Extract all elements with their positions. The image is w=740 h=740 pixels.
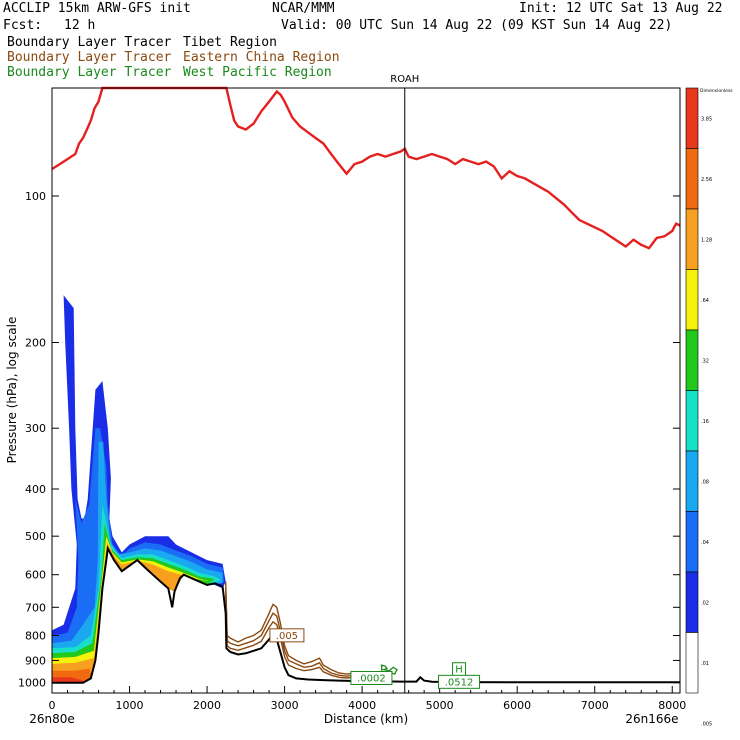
y-tick-label: 800 (25, 630, 46, 643)
center-label: NCAR/MMM (272, 1, 335, 16)
station-label: ROAH (390, 74, 419, 85)
tracer-band-8 (52, 677, 83, 683)
contour-label: .0002 (357, 673, 386, 684)
eastern-china-contour-2 (225, 594, 363, 679)
y-tick-label: 200 (25, 336, 46, 349)
colorbar-level-label: .01 (701, 661, 709, 667)
eastern-china-contours (225, 581, 378, 679)
plot-frame (51, 87, 681, 694)
y-axis-label: Pressure (hPa), log scale (5, 317, 19, 464)
tropopause-line (51, 86, 681, 250)
y-tick-label: 500 (25, 530, 46, 543)
y-tick-label: 600 (25, 569, 46, 582)
left-endpoint: 26n80e (29, 712, 75, 726)
colorbar-swatch-2 (685, 208, 699, 270)
right-endpoint: 26n166e (625, 712, 678, 726)
colorbar-swatch-6 (685, 450, 699, 512)
y-tick-label: 300 (25, 422, 46, 435)
colorbar-swatch-1 (685, 148, 699, 210)
x-tick-label: 3000 (271, 699, 299, 712)
contour-label-box (438, 674, 481, 689)
colorbar-level-label: .16 (701, 419, 709, 425)
y-tick-label: 900 (25, 654, 46, 667)
init-time: Init: 12 UTC Sat 13 Aug 22 (519, 1, 723, 16)
tracer-shading (52, 295, 226, 683)
contour-label: H (455, 665, 463, 676)
eastern-china-contour-1 (225, 588, 370, 678)
colorbar-level-label: .08 (701, 479, 709, 485)
x-tick-label: 0 (49, 699, 56, 712)
y-tick-label: 100 (25, 190, 46, 203)
colorbar-swatch-0 (685, 87, 699, 149)
fcst-label: Fcst: (3, 18, 43, 33)
legend-entry-3-name: Boundary Layer Tracer (7, 65, 172, 80)
colorbar-swatch-8 (685, 571, 699, 633)
colorbar-swatch-9 (685, 632, 699, 694)
y-axis-ticks: 100 200 300 400 500 600 700 800 900 1000 (18, 190, 680, 690)
legend-entry-2-region: Eastern China Region (183, 50, 340, 65)
x-tick-label: 2000 (193, 699, 221, 712)
x-tick-label: 4000 (348, 699, 376, 712)
valid-time: Valid: 00 UTC Sun 14 Aug 22 (09 KST Sun … (281, 18, 673, 33)
x-tick-label: 5000 (426, 699, 454, 712)
colorbar-level-label: 3.85 (701, 116, 712, 122)
contour-label-box (269, 628, 305, 643)
x-axis-label: Distance (km) (324, 712, 408, 726)
x-tick-label: 8000 (658, 699, 686, 712)
y-tick-label: 1000 (18, 677, 46, 690)
colorbar-level-label: .02 (701, 600, 709, 606)
colorbar-level-label: .04 (701, 540, 709, 546)
colorbar-level-label: .32 (701, 358, 709, 364)
x-axis-ticks: 0 1000 2000 3000 4000 5000 6000 7000 8000 (49, 686, 686, 712)
colorbar-swatch-4 (685, 329, 699, 391)
contour-labels: .005 .0002 H.0512 (269, 628, 481, 689)
legend-entry-1-region: Tibet Region (183, 35, 277, 50)
eastern-china-contour-0 (225, 581, 378, 676)
contour-label-box (350, 670, 393, 685)
legend-entry-2-name: Boundary Layer Tracer (7, 50, 172, 65)
x-tick-label: 7000 (581, 699, 609, 712)
fcst-value: 12 h (64, 18, 96, 33)
terrain-line (52, 545, 680, 684)
colorbar-level-label: 2.56 (701, 177, 712, 183)
contour-label: .005 (276, 631, 298, 642)
model-title: ACCLIP 15km ARW-GFS init (3, 1, 191, 16)
legend-entry-3-region: West Pacific Region (183, 65, 332, 80)
colorbar-swatch-7 (685, 511, 699, 573)
colorbar-top-label: Dimensionless (700, 88, 733, 94)
colorbar-level-label: .64 (701, 298, 709, 304)
contour-label: .0512 (445, 677, 474, 688)
colorbar-swatch-5 (685, 390, 699, 452)
y-tick-label: 400 (25, 483, 46, 496)
colorbar-level-label: .005 (701, 721, 712, 727)
tracer-band-4 (52, 523, 215, 683)
colorbar-level-label: 1.28 (701, 237, 712, 243)
x-tick-label: 1000 (116, 699, 144, 712)
x-tick-label: 6000 (503, 699, 531, 712)
legend-entry-1-name: Boundary Layer Tracer (7, 35, 172, 50)
colorbar: Dimensionless 3.85 2.56 1.28 .64 .32 .16 .08 .04… (685, 87, 733, 727)
y-tick-label: 700 (25, 601, 46, 614)
colorbar-swatch-3 (685, 269, 699, 331)
